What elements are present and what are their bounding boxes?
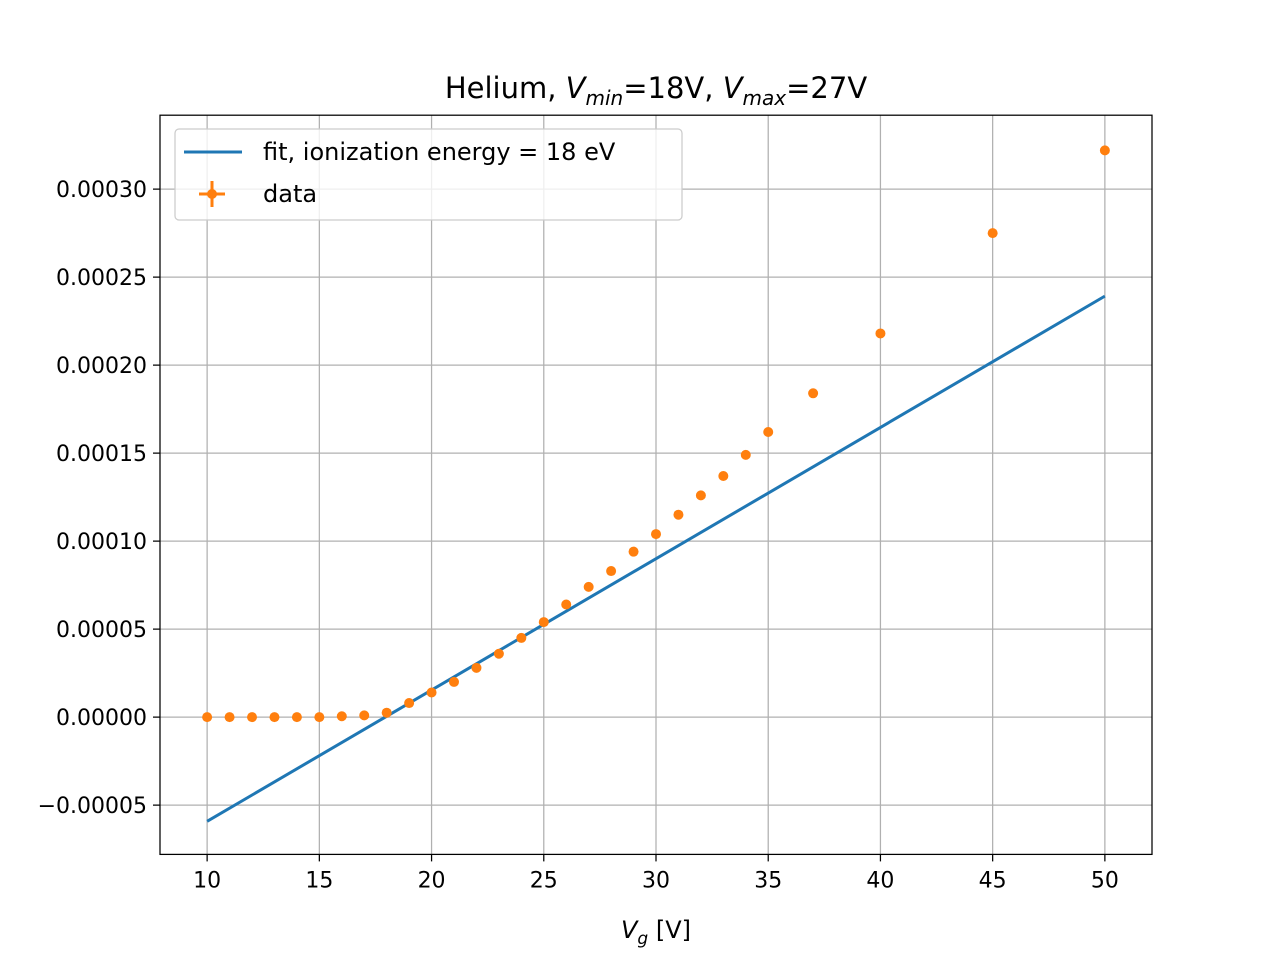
fit-line xyxy=(206,294,1106,823)
y-tick-label: −0.00005 xyxy=(38,794,147,819)
x-tick-label: 15 xyxy=(305,868,333,893)
ticks: 10 15 20 25 30 35 40 45 50 −0.00005 0.00000 0.00005… xyxy=(38,178,1119,893)
y-tick-label: 0.00000 xyxy=(56,706,147,731)
grid xyxy=(160,115,1152,855)
x-tick-label: 40 xyxy=(866,868,894,893)
y-tick-label: 0.00020 xyxy=(56,354,147,379)
legend-data-marker-dot xyxy=(207,189,217,199)
data-point xyxy=(336,711,347,722)
data-point xyxy=(449,676,460,687)
y-tick-label: 0.00030 xyxy=(56,178,147,203)
chart-title: Helium, Vmin=18V, Vmax=27V xyxy=(445,71,868,110)
data-point xyxy=(695,490,706,501)
x-tick-label: 50 xyxy=(1091,868,1119,893)
data-point xyxy=(987,228,998,239)
data-point xyxy=(426,687,437,698)
data-point xyxy=(516,632,527,643)
data-point xyxy=(538,617,549,628)
data-point xyxy=(291,712,302,723)
legend-data-label: data xyxy=(263,180,317,208)
x-tick-label: 45 xyxy=(979,868,1007,893)
x-tick-label: 25 xyxy=(530,868,558,893)
data-point xyxy=(808,388,819,399)
data-point xyxy=(651,529,661,540)
y-tick-label: 0.00005 xyxy=(56,618,147,643)
legend-fit-label: fit, ionization energy = 18 eV xyxy=(263,138,616,166)
y-tick-label: 0.00010 xyxy=(56,530,147,555)
data-point xyxy=(718,471,729,481)
data-point xyxy=(314,712,325,723)
data-point xyxy=(583,581,594,592)
series-layer xyxy=(202,145,1110,823)
legend-box xyxy=(174,128,683,221)
x-tick-label: 10 xyxy=(193,868,221,893)
y-tick-label: 0.00015 xyxy=(56,442,147,467)
data-point xyxy=(269,712,280,723)
x-axis-label: Vg [V] xyxy=(621,916,691,949)
data-point xyxy=(359,710,370,721)
data-point xyxy=(606,566,617,577)
data-point xyxy=(471,662,482,673)
data-point xyxy=(673,509,684,520)
data-point xyxy=(404,698,415,709)
x-tick-label: 35 xyxy=(754,868,782,893)
x-tick-label: 20 xyxy=(418,868,446,893)
data-point xyxy=(493,648,504,659)
data-point xyxy=(875,328,886,339)
data-point xyxy=(224,712,235,723)
y-tick-label: 0.00025 xyxy=(56,266,147,291)
data-point xyxy=(247,712,258,723)
data-point xyxy=(763,427,774,437)
legend: fit, ionization energy = 18 eV data xyxy=(174,128,683,221)
data-point xyxy=(381,707,392,718)
data-point xyxy=(561,599,572,610)
data-point xyxy=(202,712,213,723)
data-point xyxy=(628,546,639,557)
data-point xyxy=(740,449,751,460)
data-point xyxy=(1099,145,1110,156)
x-tick-label: 30 xyxy=(642,868,670,893)
